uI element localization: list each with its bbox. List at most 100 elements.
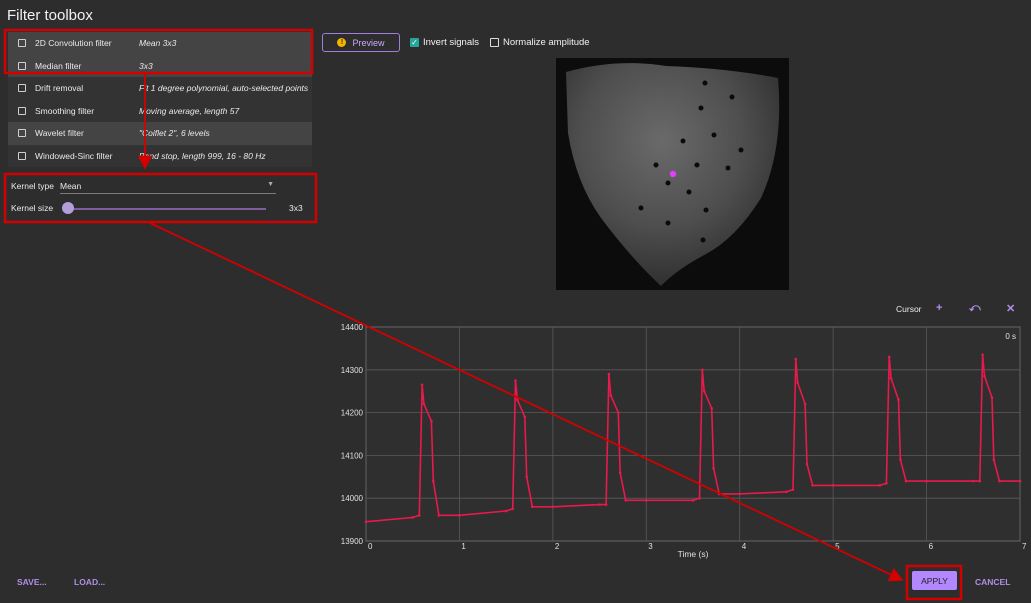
signal-point — [604, 503, 608, 506]
kernel-size-slider-thumb[interactable] — [62, 202, 74, 214]
invert-signals-label: Invert signals — [423, 37, 479, 48]
filter-name: Median filter — [35, 60, 82, 71]
signal-point — [504, 509, 508, 513]
signal-point — [717, 492, 721, 496]
signal-point — [983, 374, 986, 378]
kernel-size-label: Kernel size — [11, 203, 54, 213]
signal-point — [420, 383, 424, 387]
filter-name: Windowed-Sinc filter — [35, 150, 113, 161]
filter-description: Moving average, length 57 — [139, 105, 240, 116]
preview-label: Preview — [352, 37, 385, 48]
x-tick-label: 5 — [835, 542, 840, 551]
signal-point — [887, 355, 891, 359]
signal-point — [710, 407, 713, 410]
filter-checkbox[interactable] — [18, 39, 26, 48]
signal-point — [458, 514, 461, 517]
signal-point — [998, 479, 1001, 483]
signal-point — [364, 520, 368, 524]
signal-point — [712, 466, 715, 470]
filter-checkbox[interactable] — [18, 84, 26, 93]
signal-point — [992, 458, 996, 461]
load-button[interactable]: LOAD... — [74, 577, 106, 587]
signal-point — [878, 484, 882, 487]
apply-button[interactable]: APPLY — [912, 571, 957, 590]
y-tick-label: 14400 — [341, 323, 364, 332]
x-tick-label: 0 — [368, 542, 373, 551]
signal-point — [516, 398, 519, 402]
heart-preview-image[interactable] — [556, 58, 789, 290]
filter-checkbox[interactable] — [18, 106, 26, 115]
warning-icon: ! — [337, 38, 347, 47]
normalize-amplitude-checkbox[interactable]: Normalize amplitude — [490, 37, 590, 48]
filter-description: Fit 1 degree polynomial, auto-selected p… — [139, 83, 309, 94]
signal-point — [925, 479, 928, 483]
plus-icon[interactable]: + — [936, 302, 943, 314]
save-button[interactable]: SAVE... — [17, 577, 47, 587]
preview-button[interactable]: ! Preview — [322, 33, 400, 52]
filter-description: Band stop, length 999, 16 - 80 Hz — [139, 150, 266, 161]
filter-row-wavelet[interactable]: Wavelet filter "Coiflet 2", 6 levels — [8, 122, 312, 145]
signal-chart[interactable]: 0 1 2 3 4 5 6 7 13900 14000 14100 14200 14300 14400 Ti… — [327, 320, 1027, 560]
filter-description: Mean 3x3 — [139, 38, 177, 49]
signal-point — [525, 475, 528, 479]
signal-point — [698, 496, 701, 500]
x-tick-label: 2 — [555, 542, 560, 551]
filter-description: "Coiflet 2", 6 levels — [139, 128, 210, 139]
kernel-size-value: 3x3 — [289, 203, 303, 213]
signal-point — [618, 471, 622, 474]
normalize-amplitude-label: Normalize amplitude — [503, 37, 590, 48]
time-readout: 0 s — [1005, 332, 1016, 341]
signal-point — [803, 402, 807, 406]
signal-point — [422, 402, 426, 406]
signal-point — [1018, 479, 1022, 483]
filter-row-windowed-sinc[interactable]: Windowed-Sinc filter Band stop, length 9… — [8, 144, 312, 167]
signal-point — [981, 353, 984, 357]
y-tick-label: 13900 — [341, 537, 364, 546]
filter-list: 2D Convolution filter Mean 3x3 Median fi… — [8, 32, 312, 167]
signal-point — [805, 462, 809, 466]
y-tick-label: 14100 — [341, 451, 364, 460]
filter-name: Wavelet filter — [35, 128, 84, 139]
filter-checkbox[interactable] — [18, 129, 26, 138]
filter-row-smoothing[interactable]: Smoothing filter Moving average, length … — [8, 99, 312, 122]
filter-checkbox[interactable] — [18, 61, 26, 70]
kernel-type-label: Kernel type — [11, 181, 54, 191]
signal-point — [431, 479, 435, 483]
cancel-button[interactable]: CANCEL — [975, 577, 1011, 587]
signal-point — [897, 398, 900, 402]
signal-point — [702, 389, 706, 393]
signal-point — [624, 499, 628, 502]
checkbox-empty-icon — [490, 38, 499, 47]
kernel-type-select[interactable]: Mean ▼ — [60, 178, 276, 194]
filter-name: 2D Convolution filter — [35, 38, 112, 49]
signal-point — [523, 415, 527, 419]
plot-area[interactable] — [365, 326, 1021, 542]
x-tick-label: 3 — [648, 542, 653, 551]
cursor-label: Cursor — [896, 304, 922, 314]
signal-point — [430, 419, 433, 423]
filter-checkbox[interactable] — [18, 151, 26, 160]
x-axis-label: Time (s) — [678, 549, 709, 559]
signal-point — [607, 372, 611, 376]
x-tick-label: 7 — [1022, 542, 1027, 551]
signal-point — [904, 479, 908, 483]
signal-point — [644, 499, 648, 502]
filter-parameters-panel: Kernel type Mean ▼ Kernel size 3x3 — [8, 175, 314, 223]
signal-point — [514, 379, 517, 382]
y-tick-label: 14200 — [341, 409, 364, 418]
undo-icon[interactable]: ⤺ — [969, 302, 981, 314]
filter-row-drift-removal[interactable]: Drift removal Fit 1 degree polynomial, a… — [8, 77, 312, 100]
close-icon[interactable]: ✕ — [1006, 303, 1016, 315]
signal-point — [990, 396, 994, 399]
signal-point — [889, 377, 893, 380]
invert-signals-checkbox[interactable]: ✓ Invert signals — [410, 37, 479, 48]
filter-row-median[interactable]: Median filter 3x3 — [8, 54, 312, 77]
kernel-size-slider-track[interactable] — [68, 208, 266, 210]
filter-row-2d-convolution[interactable]: 2D Convolution filter Mean 3x3 — [8, 32, 312, 55]
signal-point — [417, 514, 421, 517]
signal-point — [831, 484, 835, 487]
y-tick-label: 14300 — [341, 366, 364, 375]
signal-point — [691, 499, 695, 502]
filter-description: 3x3 — [139, 60, 153, 71]
filter-name: Drift removal — [35, 83, 84, 94]
